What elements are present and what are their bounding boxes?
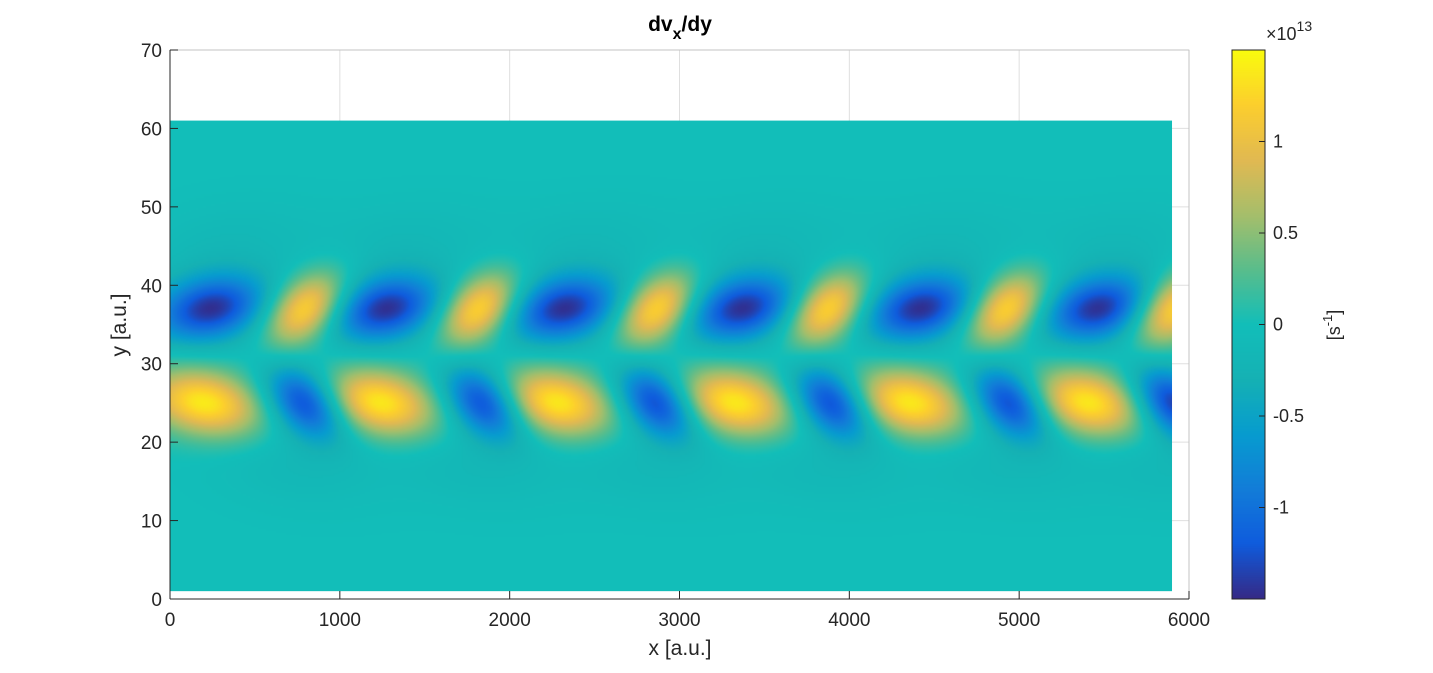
colorbar-tick-label: 1 bbox=[1273, 132, 1283, 152]
colorbar-tick-label: 0 bbox=[1273, 315, 1283, 335]
x-tick-label: 0 bbox=[165, 610, 176, 631]
title-subscript: x bbox=[673, 26, 682, 43]
colorbar-exponent-base: ×10 bbox=[1266, 24, 1297, 44]
y-tick-label: 50 bbox=[141, 198, 162, 219]
x-axis-ticks: 0 1000 2000 3000 4000 5000 6000 bbox=[165, 591, 1210, 631]
y-tick-label: 20 bbox=[141, 433, 162, 454]
colorbar-ticks: -1 -0.5 0 0.5 1 bbox=[1259, 132, 1304, 518]
title-suffix: /dy bbox=[682, 13, 713, 36]
title-base: dv bbox=[648, 13, 673, 36]
x-tick-label: 6000 bbox=[1168, 610, 1210, 631]
x-axis-label: x [a.u.] bbox=[648, 637, 711, 660]
colorbar-tick-label: -0.5 bbox=[1273, 406, 1304, 426]
x-tick-label: 5000 bbox=[998, 610, 1040, 631]
y-tick-label: 10 bbox=[141, 512, 162, 533]
y-tick-label: 60 bbox=[141, 119, 162, 140]
x-tick-label: 1000 bbox=[319, 610, 361, 631]
colorbar-tick-label: -1 bbox=[1273, 498, 1289, 518]
colorbar-tick-label: 0.5 bbox=[1273, 223, 1298, 243]
colorbar-exponent: ×1013 bbox=[1266, 18, 1312, 44]
colorbar-label: [s-1] bbox=[1320, 310, 1344, 341]
x-tick-label: 4000 bbox=[828, 610, 870, 631]
colorbar-label-suffix: ] bbox=[1324, 310, 1344, 315]
colorbar-label-sup: -1 bbox=[1320, 315, 1335, 327]
y-tick-label: 30 bbox=[141, 355, 162, 376]
y-tick-label: 40 bbox=[141, 276, 162, 297]
y-axis-ticks: 0 10 20 30 40 50 60 70 bbox=[141, 41, 178, 611]
y-tick-label: 0 bbox=[151, 590, 162, 611]
y-tick-label: 70 bbox=[141, 41, 162, 62]
colorbar-exponent-sup: 13 bbox=[1297, 18, 1313, 34]
heatmap-image bbox=[170, 120, 1173, 592]
x-tick-label: 3000 bbox=[658, 610, 700, 631]
y-axis-label: y [a.u.] bbox=[108, 293, 131, 356]
x-tick-label: 2000 bbox=[489, 610, 531, 631]
chart-title: dvx/dy bbox=[648, 13, 712, 43]
colorbar-label-base: [s bbox=[1324, 326, 1344, 340]
